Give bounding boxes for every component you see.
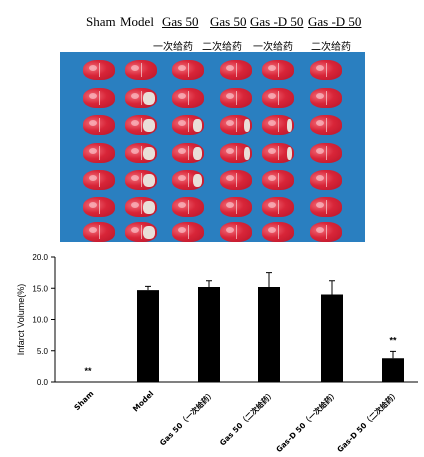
bar (321, 294, 343, 382)
bar (198, 287, 220, 382)
brain-slice (125, 170, 157, 190)
brain-slice (83, 170, 115, 190)
brain-slice (310, 222, 342, 242)
bar (137, 290, 159, 382)
brain-slice (83, 197, 115, 217)
brain-slice (172, 222, 204, 242)
brain-slice (262, 88, 294, 108)
brain-slice (125, 197, 157, 217)
y-tick-label: 0.0 (37, 378, 49, 387)
brain-slice (220, 115, 252, 135)
x-tick-label: Sham (72, 389, 95, 412)
brain-slice (262, 197, 294, 217)
brain-slice (125, 60, 157, 80)
infarct-volume-chart: 0.0 5.0 10.0 15.0 20.0 Infarct Volume(%) ** Sha… (16, 253, 418, 454)
brain-slice (262, 115, 294, 135)
brain-slice (310, 143, 342, 163)
brain-slice (125, 88, 157, 108)
brain-slice (125, 143, 157, 163)
brain-slice (83, 88, 115, 108)
x-tick-label: Gas 50（一次给药） (157, 388, 216, 447)
brain-slice (220, 60, 252, 80)
x-tick-label: Gas 50（二次给药） (217, 388, 276, 447)
brain-slice (220, 197, 252, 217)
brain-slice (220, 222, 252, 242)
sub-label-2: 二次给药 (202, 42, 242, 53)
brain-slice (172, 197, 204, 217)
header-sham: Sham (86, 14, 116, 29)
brain-slice (172, 143, 204, 163)
brain-slice (83, 60, 115, 80)
brain-slice (220, 88, 252, 108)
significance-marker: ** (84, 366, 92, 376)
y-tick-label: 20.0 (32, 253, 48, 262)
header-model: Model (120, 14, 154, 29)
brain-slice (172, 115, 204, 135)
brain-slice (310, 115, 342, 135)
sub-label-4: 二次给药 (311, 42, 351, 53)
significance-marker: ** (389, 335, 397, 345)
brain-slice (220, 170, 252, 190)
header-gas50-a: Gas 50 (162, 14, 199, 29)
brain-slice (310, 88, 342, 108)
sub-label-3: 一次给药 (253, 42, 293, 53)
brain-slice (172, 88, 204, 108)
x-tick-label: Gas-D 50（一次给药） (274, 388, 340, 454)
y-tick-label: 15.0 (32, 284, 48, 293)
header-gasd50-b: Gas -D 50 (308, 14, 362, 29)
bar (258, 287, 280, 382)
brain-slice-photo (60, 52, 365, 242)
brain-slice (220, 143, 252, 163)
brain-slice (83, 115, 115, 135)
brain-slice (125, 115, 157, 135)
brain-slice (172, 170, 204, 190)
y-tick-label: 5.0 (37, 347, 49, 356)
brain-slice (310, 60, 342, 80)
x-tick-label: Gas-D 50（二次给药） (335, 388, 401, 454)
brain-slice (83, 222, 115, 242)
brain-slice (83, 143, 115, 163)
brain-slice (310, 170, 342, 190)
brain-slice (262, 222, 294, 242)
sub-label-1: 一次给药 (153, 42, 193, 53)
brain-slice (172, 60, 204, 80)
brain-slice (262, 143, 294, 163)
header-gas50-b: Gas 50 (210, 14, 247, 29)
brain-slice (262, 60, 294, 80)
brain-slice (125, 222, 157, 242)
bar (382, 358, 404, 382)
header-gasd50-a: Gas -D 50 (250, 14, 304, 29)
brain-slice (310, 197, 342, 217)
x-tick-label: Model (131, 389, 156, 414)
y-axis-label: Infarct Volume(%) (16, 284, 26, 356)
y-tick-label: 10.0 (32, 316, 48, 325)
brain-slice (262, 170, 294, 190)
